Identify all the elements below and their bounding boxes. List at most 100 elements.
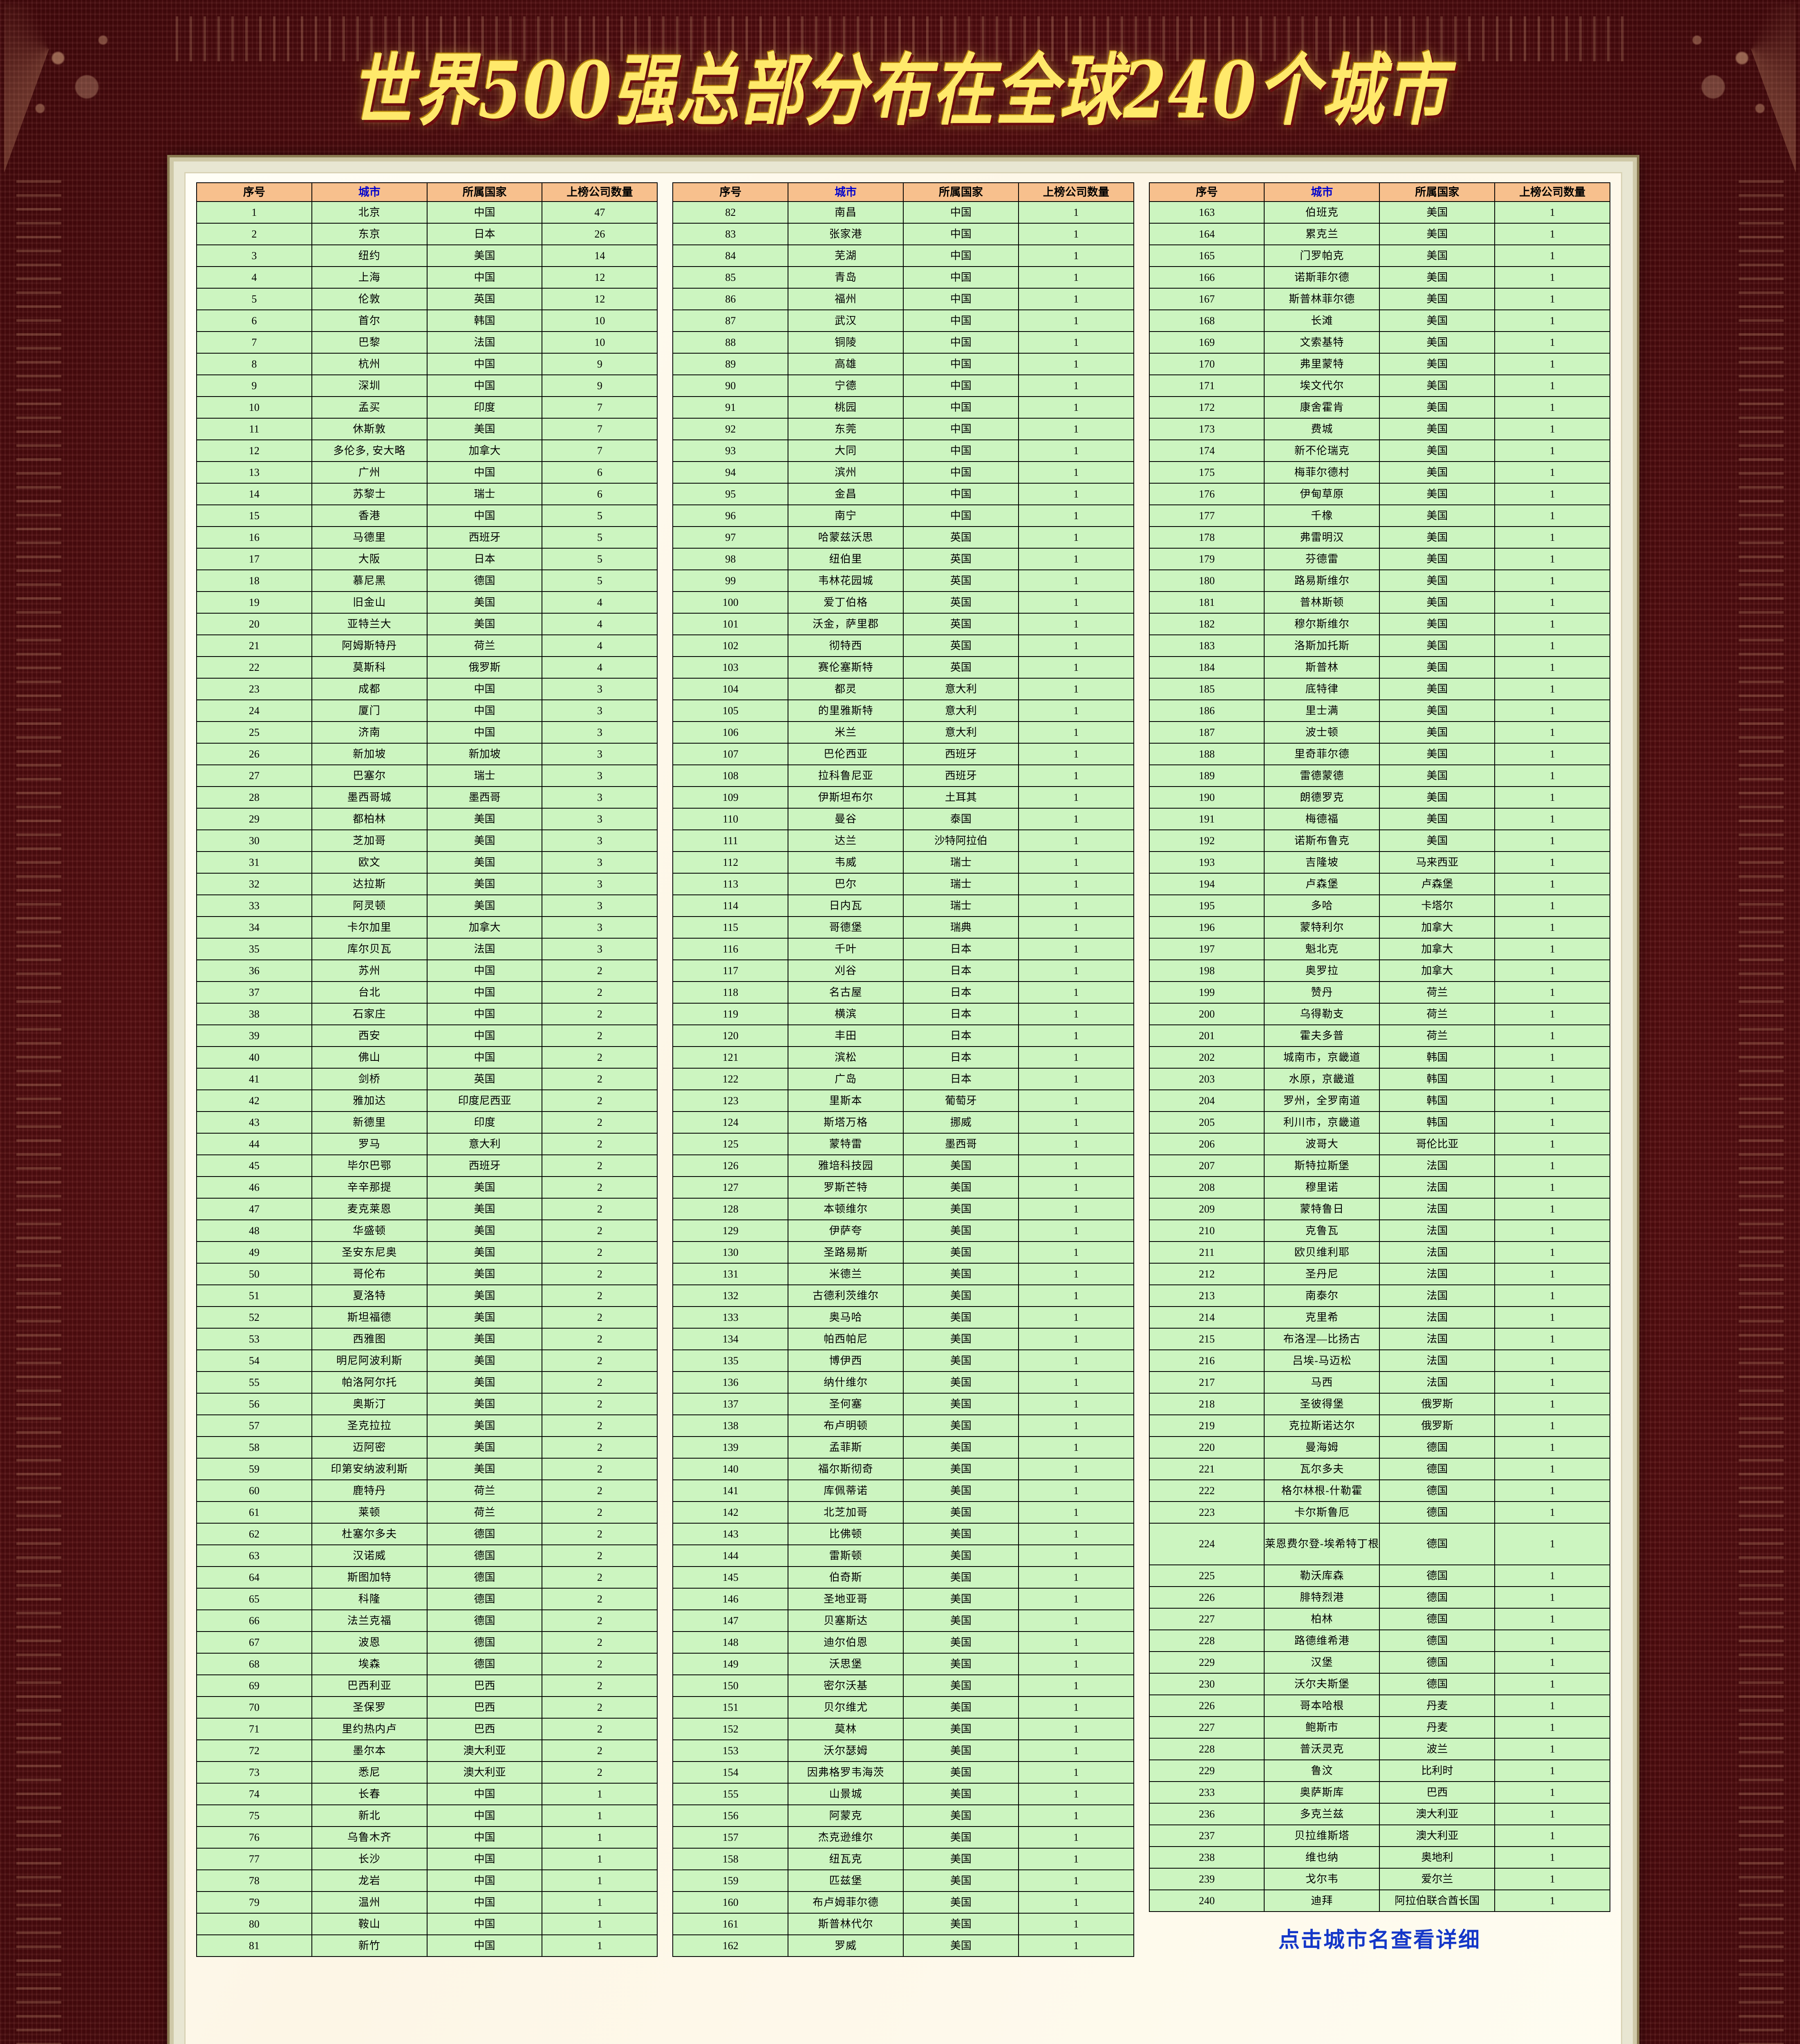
cell-city-link[interactable]: 吉隆坡	[1264, 851, 1380, 874]
cell-city-link[interactable]: 哥伦布	[311, 1263, 428, 1285]
cell-city-link[interactable]: 圣安东尼奥	[311, 1241, 428, 1264]
cell-city-link[interactable]: 刈谷	[788, 959, 904, 982]
cell-city-link[interactable]: 新德里	[311, 1111, 428, 1134]
cell-city-link[interactable]: 苏州	[311, 959, 428, 982]
cell-city-link[interactable]: 纳什维尔	[788, 1371, 904, 1394]
cell-city-link[interactable]: 莱顿	[311, 1501, 428, 1524]
cell-city-link[interactable]: 费城	[1264, 418, 1380, 440]
cell-city-link[interactable]: 滨州	[788, 461, 904, 484]
cell-city-link[interactable]: 新北	[311, 1804, 428, 1827]
cell-city-link[interactable]: 圣彼得堡	[1264, 1393, 1380, 1415]
cell-city-link[interactable]: 慕尼黑	[311, 569, 428, 592]
cell-city-link[interactable]: 帕西帕尼	[788, 1328, 904, 1350]
cell-city-link[interactable]: 勒沃库森	[1264, 1564, 1380, 1587]
cell-city-link[interactable]: 诺斯布鲁克	[1264, 829, 1380, 852]
cell-city-link[interactable]: 横滨	[788, 1003, 904, 1025]
cell-city-link[interactable]: 首尔	[311, 309, 428, 332]
cell-city-link[interactable]: 伊斯坦布尔	[788, 786, 904, 809]
cell-city-link[interactable]: 乌得勒支	[1264, 1003, 1380, 1025]
cell-city-link[interactable]: 高雄	[788, 353, 904, 375]
cell-city-link[interactable]: 罗威	[788, 1934, 904, 1957]
cell-city-link[interactable]: 乌鲁木齐	[311, 1826, 428, 1849]
cell-city-link[interactable]: 张家港	[788, 223, 904, 245]
cell-city-link[interactable]: 雅培科技园	[788, 1154, 904, 1177]
cell-city-link[interactable]: 斯普林	[1264, 656, 1380, 679]
cell-city-link[interactable]: 古德利茨维尔	[788, 1284, 904, 1307]
cell-city-link[interactable]: 克鲁瓦	[1264, 1219, 1380, 1242]
cell-city-link[interactable]: 奥马哈	[788, 1306, 904, 1329]
cell-city-link[interactable]: 巴伦西亚	[788, 743, 904, 765]
cell-city-link[interactable]: 哥德堡	[788, 916, 904, 939]
cell-city-link[interactable]: 布卢姆菲尔德	[788, 1891, 904, 1914]
cell-city-link[interactable]: 雷德蒙德	[1264, 764, 1380, 787]
cell-city-link[interactable]: 韦威	[788, 851, 904, 874]
cell-city-link[interactable]: 印第安纳波利斯	[311, 1458, 428, 1480]
cell-city-link[interactable]: 石家庄	[311, 1003, 428, 1025]
cell-city-link[interactable]: 梅菲尔德村	[1264, 461, 1380, 484]
cell-city-link[interactable]: 门罗帕克	[1264, 244, 1380, 267]
cell-city-link[interactable]: 鲁汶	[1264, 1759, 1380, 1782]
cell-city-link[interactable]: 杜塞尔多夫	[311, 1523, 428, 1545]
cell-city-link[interactable]: 孟菲斯	[788, 1436, 904, 1459]
cell-city-link[interactable]: 柏林	[1264, 1608, 1380, 1630]
cell-city-link[interactable]: 厦门	[311, 699, 428, 722]
cell-city-link[interactable]: 铜陵	[788, 331, 904, 354]
cell-city-link[interactable]: 山景城	[788, 1783, 904, 1805]
cell-city-link[interactable]: 夏洛特	[311, 1284, 428, 1307]
cell-city-link[interactable]: 奥罗拉	[1264, 959, 1380, 982]
cell-city-link[interactable]: 罗州，全罗南道	[1264, 1089, 1380, 1112]
cell-city-link[interactable]: 墨尔本	[311, 1739, 428, 1762]
cell-city-link[interactable]: 赞丹	[1264, 981, 1380, 1004]
cell-city-link[interactable]: 马德里	[311, 526, 428, 549]
cell-city-link[interactable]: 阿姆斯特丹	[311, 634, 428, 657]
cell-city-link[interactable]: 哥本哈根	[1264, 1694, 1380, 1717]
cell-city-link[interactable]: 库尔贝瓦	[311, 938, 428, 960]
cell-city-link[interactable]: 南宁	[788, 504, 904, 527]
cell-city-link[interactable]: 梅德福	[1264, 808, 1380, 830]
cell-city-link[interactable]: 麦克莱恩	[311, 1198, 428, 1220]
cell-city-link[interactable]: 因弗格罗韦海茨	[788, 1761, 904, 1784]
cell-city-link[interactable]: 台北	[311, 981, 428, 1004]
cell-city-link[interactable]: 纽伯里	[788, 548, 904, 570]
cell-city-link[interactable]: 贝拉维斯塔	[1264, 1824, 1380, 1847]
cell-city-link[interactable]: 香港	[311, 504, 428, 527]
cell-city-link[interactable]: 多哈	[1264, 894, 1380, 917]
cell-city-link[interactable]: 库佩蒂诺	[788, 1479, 904, 1502]
cell-city-link[interactable]: 比佛顿	[788, 1523, 904, 1545]
cell-city-link[interactable]: 都柏林	[311, 808, 428, 830]
cell-city-link[interactable]: 鲍斯市	[1264, 1716, 1380, 1739]
cell-city-link[interactable]: 圣丹尼	[1264, 1263, 1380, 1285]
cell-city-link[interactable]: 青岛	[788, 266, 904, 289]
cell-city-link[interactable]: 卡尔斯鲁厄	[1264, 1501, 1380, 1524]
cell-city-link[interactable]: 杰克逊维尔	[788, 1826, 904, 1849]
cell-city-link[interactable]: 布洛涅—比扬古	[1264, 1328, 1380, 1350]
cell-city-link[interactable]: 米兰	[788, 721, 904, 744]
cell-city-link[interactable]: 多克兰兹	[1264, 1803, 1380, 1825]
cell-city-link[interactable]: 赛伦塞斯特	[788, 656, 904, 679]
cell-city-link[interactable]: 雅加达	[311, 1089, 428, 1112]
cell-city-link[interactable]: 波士顿	[1264, 721, 1380, 744]
cell-city-link[interactable]: 都灵	[788, 678, 904, 700]
cell-city-link[interactable]: 龙岩	[311, 1869, 428, 1892]
cell-city-link[interactable]: 南昌	[788, 201, 904, 224]
cell-city-link[interactable]: 丰田	[788, 1024, 904, 1047]
cell-city-link[interactable]: 华盛顿	[311, 1219, 428, 1242]
cell-city-link[interactable]: 毕尔巴鄂	[311, 1154, 428, 1177]
cell-city-link[interactable]: 博伊西	[788, 1349, 904, 1372]
cell-city-link[interactable]: 沃金，萨里郡	[788, 613, 904, 635]
cell-city-link[interactable]: 阿蒙克	[788, 1804, 904, 1827]
cell-city-link[interactable]: 腓特烈港	[1264, 1586, 1380, 1609]
cell-city-link[interactable]: 累克兰	[1264, 223, 1380, 245]
cell-city-link[interactable]: 斯普林代尔	[788, 1913, 904, 1935]
cell-city-link[interactable]: 帕洛阿尔托	[311, 1371, 428, 1394]
cell-city-link[interactable]: 西雅图	[311, 1328, 428, 1350]
cell-city-link[interactable]: 辛辛那提	[311, 1176, 428, 1199]
cell-city-link[interactable]: 穆尔斯维尔	[1264, 613, 1380, 635]
cell-city-link[interactable]: 雷斯顿	[788, 1544, 904, 1567]
cell-city-link[interactable]: 西安	[311, 1024, 428, 1047]
cell-city-link[interactable]: 上海	[311, 266, 428, 289]
cell-city-link[interactable]: 弗里蒙特	[1264, 353, 1380, 375]
cell-city-link[interactable]: 圣克拉拉	[311, 1414, 428, 1437]
cell-city-link[interactable]: 蒙特鲁日	[1264, 1198, 1380, 1220]
cell-city-link[interactable]: 大阪	[311, 548, 428, 570]
